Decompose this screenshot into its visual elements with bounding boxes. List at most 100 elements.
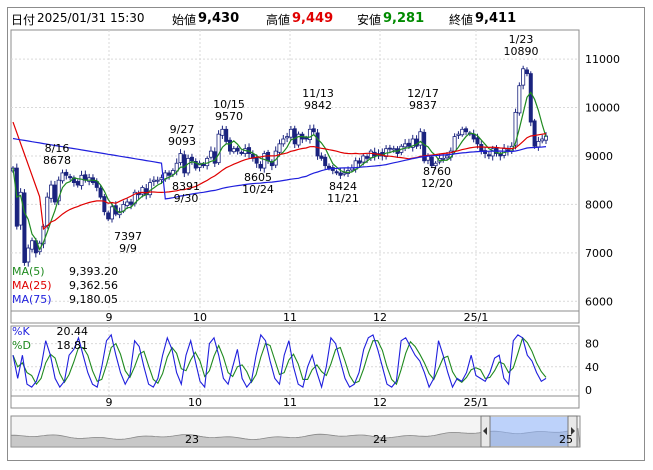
candle-body: [129, 201, 134, 205]
ma25-line: [12, 121, 547, 231]
stoch-k-line: [12, 333, 547, 390]
candle-body: [224, 128, 229, 142]
annotation-label: 8605: [244, 171, 272, 184]
month-tick-label: 25/1: [464, 311, 489, 324]
candle-body: [239, 151, 244, 154]
candle-body: [98, 187, 103, 198]
candle-body: [170, 170, 175, 175]
candle-body: [79, 174, 84, 187]
candle-body: [403, 143, 408, 148]
price-tick-label: 11000: [585, 53, 620, 66]
stoch-month-strip: [10, 395, 580, 409]
legend-entry: MA(75): [12, 293, 52, 306]
candle-body: [151, 179, 156, 182]
candle-body: [475, 137, 480, 145]
date-label: 日付: [11, 13, 36, 27]
stoch-legend-entry: %K: [12, 325, 30, 338]
close-value: 9,411: [475, 11, 517, 26]
candle-body: [266, 151, 271, 162]
open-label: 始値: [172, 13, 197, 27]
stoch-month-label: 25/1: [464, 396, 489, 409]
annotation-label: 12/20: [421, 177, 453, 190]
candle-body: [445, 155, 450, 159]
annotation-label: 12/17: [407, 87, 439, 100]
candle-body: [391, 148, 396, 151]
annotation-label: 10/15: [213, 98, 245, 111]
annotation-label: 9842: [304, 99, 332, 112]
candle-body: [464, 128, 469, 133]
candle-body: [479, 144, 484, 152]
candle-body: [212, 151, 217, 164]
candle-body: [311, 128, 316, 133]
candle-body: [406, 142, 411, 147]
candle-body: [102, 196, 107, 213]
price-tick-label: 9000: [585, 150, 613, 163]
candle-body: [483, 150, 488, 154]
candle-body: [532, 120, 537, 147]
candle-body: [254, 157, 259, 164]
annotation-label: 11/21: [327, 192, 359, 205]
candle-body: [148, 182, 153, 196]
close-label: 終値: [449, 13, 474, 27]
candle-body: [30, 240, 35, 250]
stoch-month-label: 9: [106, 396, 113, 409]
annotation-label: 11/13: [302, 87, 334, 100]
candle-body: [197, 162, 202, 168]
candle-body: [361, 155, 366, 163]
candle-body: [460, 128, 465, 136]
candle-body: [513, 111, 518, 146]
month-tick-label: 10: [193, 311, 207, 324]
candle-body: [109, 206, 114, 220]
price-tick-label: 7000: [585, 247, 613, 260]
stoch-tick-label: 80: [585, 338, 599, 351]
annotation-label: 9/30: [174, 192, 199, 205]
candle-body: [422, 131, 427, 162]
open-value: 9,430: [198, 11, 240, 26]
candle-body: [87, 177, 92, 182]
candle-body: [429, 156, 434, 167]
annotation-label: 9/9: [119, 242, 137, 255]
candle-body: [125, 201, 130, 206]
annotation-label: 8424: [329, 180, 357, 193]
candle-body: [45, 196, 50, 227]
candle-body: [486, 154, 491, 157]
candle-body: [357, 160, 362, 164]
low-label: 安値: [357, 13, 382, 27]
candle-body: [60, 172, 65, 182]
stoch-month-label: 10: [188, 396, 202, 409]
candle-body: [49, 184, 54, 199]
stoch-tick-label: 40: [585, 361, 599, 374]
stoch-month-label: 11: [283, 396, 297, 409]
stoch-tick-label: 0: [585, 384, 592, 397]
annotation-label: 1/23: [509, 33, 534, 46]
candle-body: [281, 138, 286, 145]
candle-body: [452, 136, 457, 152]
candle-body: [182, 154, 187, 174]
candle-body: [193, 160, 198, 169]
candle-body: [269, 160, 274, 167]
candle-body: [307, 128, 312, 140]
ma5-line: [12, 91, 547, 251]
candle-body: [52, 184, 57, 203]
candle-body: [235, 147, 240, 152]
candle-body: [26, 247, 31, 263]
annotation-label: 8678: [43, 154, 71, 167]
annotation-label: 10890: [504, 45, 539, 58]
chevron-right-icon: [571, 427, 575, 435]
candle-body: [208, 150, 213, 158]
candle-body: [285, 136, 290, 139]
candle-body: [216, 133, 221, 164]
price-tick-label: 10000: [585, 102, 620, 115]
candle-body: [342, 172, 347, 175]
candle-body: [498, 153, 503, 157]
annotation-label: 10/24: [242, 183, 274, 196]
candle-body: [22, 192, 27, 263]
overview-year-label: 25: [559, 433, 573, 446]
high-value: 9,449: [292, 11, 334, 26]
candle-body: [418, 131, 423, 146]
candle-body: [56, 179, 61, 202]
annotation-label: 9837: [409, 99, 437, 112]
annotation-label: 9/27: [170, 123, 195, 136]
stoch-legend-entry: %D: [12, 339, 31, 352]
